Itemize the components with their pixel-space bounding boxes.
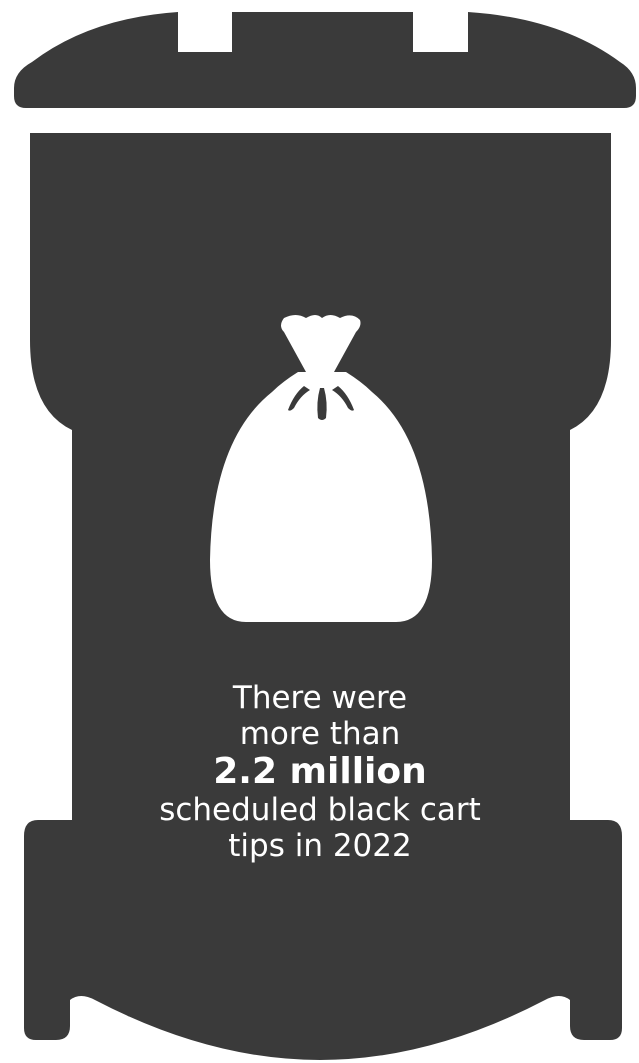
caption-line-1: There were [232,680,408,716]
stat-caption: There were more than 2.2 million schedul… [120,680,520,864]
caption-line-5: tips in 2022 [228,828,412,864]
bag-tie-marks [288,386,354,420]
garbage-bag-icon [210,315,432,622]
cart-lid [14,12,636,108]
caption-line-2: more than [239,716,401,752]
caption-line-4: scheduled black cart [159,792,481,828]
stat-highlight: 2.2 million [213,751,427,792]
